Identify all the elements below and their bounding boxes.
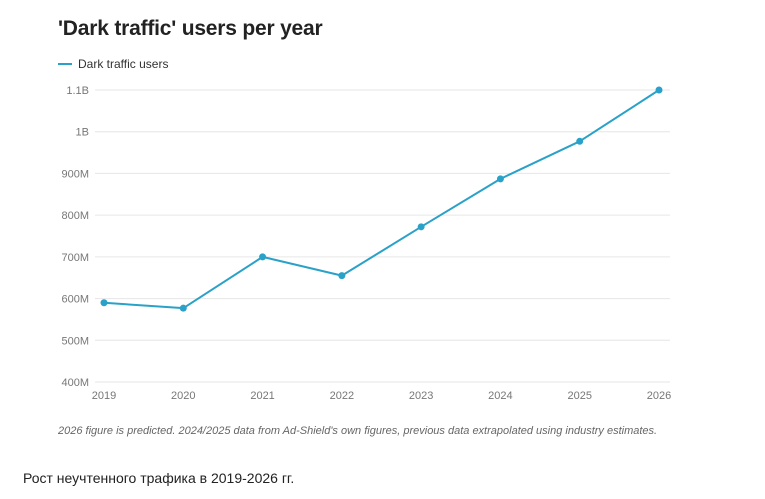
series-line	[103, 89, 660, 310]
data-point	[655, 86, 663, 94]
y-tick-label: 700M	[61, 252, 89, 264]
y-tick-label: 600M	[61, 294, 89, 306]
y-tick-label: 1.1B	[66, 85, 89, 97]
x-tick-label: 2020	[171, 390, 195, 402]
y-tick-label: 900M	[61, 168, 89, 180]
data-point	[576, 137, 584, 145]
y-tick-label: 500M	[61, 335, 89, 347]
data-point	[338, 272, 346, 280]
x-tick-label: 2026	[647, 390, 671, 402]
chart-footnote: 2026 figure is predicted. 2024/2025 data…	[58, 425, 658, 437]
x-tick-label: 2021	[250, 390, 274, 402]
y-tick-label: 800M	[61, 210, 89, 222]
data-point	[496, 175, 504, 183]
y-tick-label: 400M	[61, 377, 89, 389]
image-caption: Рост неучтенного трафика в 2019-2026 гг.	[23, 470, 295, 486]
x-tick-label: 2023	[409, 390, 433, 402]
data-point	[259, 253, 267, 261]
chart-legend: Dark traffic users	[58, 57, 168, 71]
x-tick-label: 2019	[92, 390, 116, 402]
data-point	[179, 304, 187, 312]
chart-title: 'Dark traffic' users per year	[58, 17, 323, 40]
x-tick-label: 2022	[330, 390, 354, 402]
legend-label: Dark traffic users	[78, 57, 169, 71]
x-tick-label: 2025	[567, 390, 591, 402]
data-point	[417, 223, 425, 231]
x-tick-label: 2024	[488, 390, 512, 402]
data-point	[100, 299, 108, 307]
legend-swatch	[58, 63, 72, 65]
y-tick-label: 1B	[76, 127, 89, 139]
